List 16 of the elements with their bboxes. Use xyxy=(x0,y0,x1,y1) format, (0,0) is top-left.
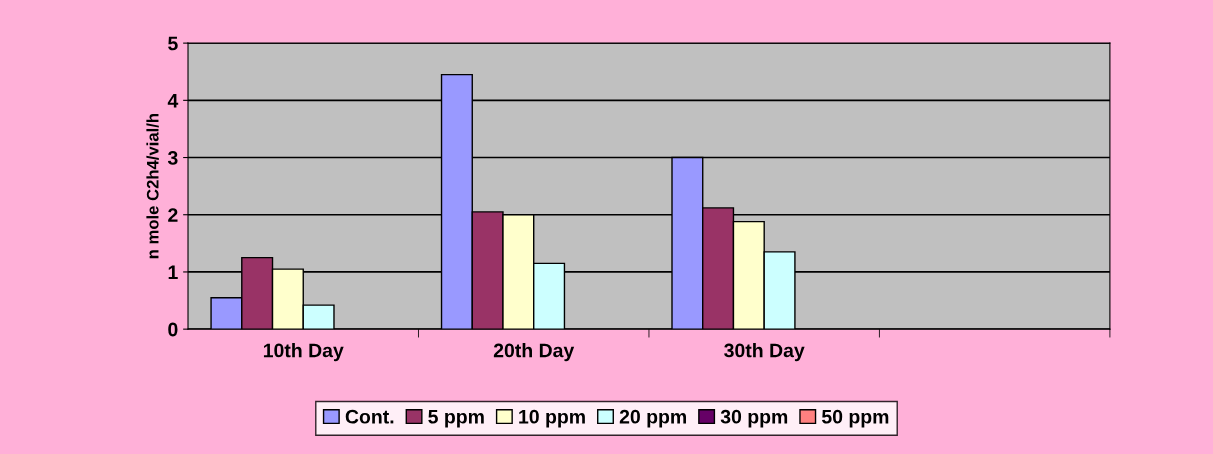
y-tick-label: 0 xyxy=(168,322,178,337)
y-tick-label: 2 xyxy=(168,208,178,222)
x-tick-label: 10th Day xyxy=(263,343,344,362)
y-tick-label: 1 xyxy=(168,265,178,279)
y-axis-title: n mole C2h4/vial/h xyxy=(146,114,159,259)
legend-label: 10 ppm xyxy=(519,409,585,428)
y-tick-label: 5 xyxy=(168,36,178,51)
x-tick-label: 30th Day xyxy=(724,343,805,362)
legend-label: 50 ppm xyxy=(821,409,889,428)
legend-label: Cont. xyxy=(345,409,394,424)
x-tick-label: 20th Day xyxy=(493,343,575,362)
y-tick-label: 3 xyxy=(167,151,178,165)
y-tick-label: 4 xyxy=(167,94,179,108)
legend-label: 5 ppm xyxy=(428,410,484,428)
legend-label: 20 ppm xyxy=(619,409,686,428)
legend-label: 30 ppm xyxy=(720,409,788,428)
